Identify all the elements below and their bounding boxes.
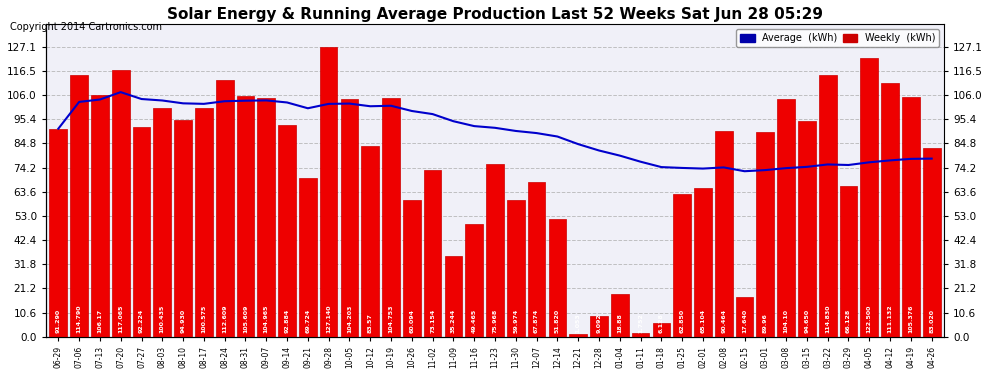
Bar xyxy=(694,188,712,337)
Bar xyxy=(153,108,171,337)
Text: 104.965: 104.965 xyxy=(263,305,268,333)
Bar xyxy=(320,47,338,337)
Text: 117.065: 117.065 xyxy=(118,305,123,333)
Bar xyxy=(424,170,442,337)
Text: 17.640: 17.640 xyxy=(742,309,747,333)
Bar xyxy=(195,108,213,337)
Text: 111.132: 111.132 xyxy=(888,305,893,333)
Text: 89.96: 89.96 xyxy=(763,314,768,333)
Bar xyxy=(112,70,130,337)
Text: 91.290: 91.290 xyxy=(55,309,60,333)
Bar xyxy=(445,256,462,337)
Text: 83.020: 83.020 xyxy=(930,309,935,333)
Bar xyxy=(465,224,483,337)
Bar xyxy=(632,333,649,337)
Bar xyxy=(174,120,192,337)
Text: 49.465: 49.465 xyxy=(471,309,477,333)
Text: 67.874: 67.874 xyxy=(534,309,540,333)
Text: 18.88: 18.88 xyxy=(617,314,623,333)
Text: 106.17: 106.17 xyxy=(97,309,102,333)
Title: Solar Energy & Running Average Production Last 52 Weeks Sat Jun 28 05:29: Solar Energy & Running Average Productio… xyxy=(167,7,823,22)
Legend: Average  (kWh), Weekly  (kWh): Average (kWh), Weekly (kWh) xyxy=(737,29,940,47)
Text: 105.609: 105.609 xyxy=(243,305,248,333)
Text: 104.203: 104.203 xyxy=(346,305,351,333)
Bar xyxy=(819,75,837,337)
Text: Copyright 2014 Cartronics.com: Copyright 2014 Cartronics.com xyxy=(10,22,162,32)
Bar xyxy=(548,219,566,337)
Text: 100.435: 100.435 xyxy=(159,305,164,333)
Bar xyxy=(507,200,525,337)
Text: 75.968: 75.968 xyxy=(492,309,498,333)
Bar xyxy=(133,126,150,337)
Text: 1.752: 1.752 xyxy=(639,314,644,333)
Text: 92.224: 92.224 xyxy=(139,309,144,333)
Text: 73.154: 73.154 xyxy=(430,309,436,333)
Text: 114.790: 114.790 xyxy=(76,305,81,333)
Text: 1.053: 1.053 xyxy=(575,314,581,333)
Text: 105.376: 105.376 xyxy=(909,305,914,333)
Bar xyxy=(382,98,400,337)
Text: 104.753: 104.753 xyxy=(388,305,394,333)
Text: 69.724: 69.724 xyxy=(305,309,310,333)
Bar xyxy=(860,57,878,337)
Text: 65.104: 65.104 xyxy=(701,309,706,333)
Text: 6.128: 6.128 xyxy=(659,314,664,333)
Text: 9.092: 9.092 xyxy=(596,314,602,333)
Bar xyxy=(403,200,421,337)
Bar xyxy=(923,147,940,337)
Bar xyxy=(881,84,899,337)
Bar xyxy=(50,129,67,337)
Bar xyxy=(70,75,88,337)
Text: 35.244: 35.244 xyxy=(450,309,456,333)
Text: 92.884: 92.884 xyxy=(284,309,289,333)
Bar xyxy=(590,316,608,337)
Bar xyxy=(777,99,795,337)
Bar xyxy=(652,323,670,337)
Bar xyxy=(278,125,296,337)
Text: 51.820: 51.820 xyxy=(554,309,560,333)
Bar xyxy=(840,186,857,337)
Bar xyxy=(715,130,733,337)
Text: 83.57: 83.57 xyxy=(367,314,373,333)
Bar xyxy=(756,132,774,337)
Bar xyxy=(237,96,254,337)
Bar xyxy=(736,297,753,337)
Text: 94.650: 94.650 xyxy=(805,309,810,333)
Bar xyxy=(299,178,317,337)
Bar xyxy=(91,95,109,337)
Text: 100.575: 100.575 xyxy=(201,305,206,333)
Text: 66.128: 66.128 xyxy=(846,309,851,333)
Bar xyxy=(902,97,920,337)
Text: 62.850: 62.850 xyxy=(680,309,685,333)
Bar xyxy=(216,80,234,337)
Text: 127.140: 127.140 xyxy=(326,305,331,333)
Text: 59.974: 59.974 xyxy=(513,309,519,333)
Text: 94.930: 94.930 xyxy=(180,309,185,333)
Text: 60.094: 60.094 xyxy=(409,309,415,333)
Bar xyxy=(257,98,275,337)
Bar xyxy=(361,146,379,337)
Bar xyxy=(341,99,358,337)
Text: 104.10: 104.10 xyxy=(784,309,789,333)
Text: 122.500: 122.500 xyxy=(867,305,872,333)
Bar xyxy=(486,164,504,337)
Bar xyxy=(528,182,545,337)
Bar xyxy=(569,334,587,337)
Bar xyxy=(673,194,691,337)
Text: 112.609: 112.609 xyxy=(222,305,227,333)
Text: 114.830: 114.830 xyxy=(826,305,831,333)
Bar xyxy=(798,121,816,337)
Text: 90.464: 90.464 xyxy=(722,309,727,333)
Bar xyxy=(611,294,629,337)
